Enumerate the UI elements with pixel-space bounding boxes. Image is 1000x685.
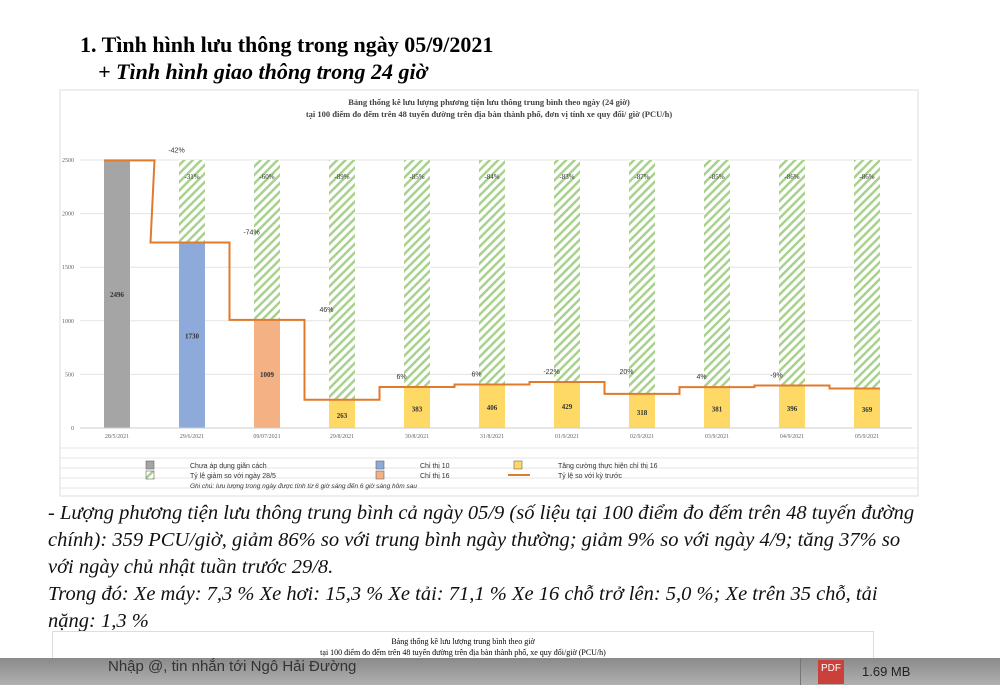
reduction-label: -83% <box>559 173 574 181</box>
y-tick-label: 0 <box>71 426 74 432</box>
legend-label: Chỉ thị 10 <box>420 462 450 470</box>
y-tick-label: 500 <box>65 372 74 378</box>
value-label: 383 <box>412 405 423 413</box>
y-tick-label: 2500 <box>62 158 74 164</box>
reduction-bar <box>179 160 205 243</box>
x-tick-label: 29/8/2021 <box>330 434 354 440</box>
heading: 1. Tình hình lưu thông trong ngày 05/9/2… <box>80 32 494 57</box>
value-bar <box>479 384 505 428</box>
value-label: 396 <box>787 405 798 413</box>
x-tick-label: 05/9/2021 <box>855 434 879 440</box>
reduction-bar <box>854 160 880 389</box>
x-tick-label: 31/8/2021 <box>480 434 504 440</box>
reduction-label: -85% <box>709 173 724 181</box>
value-label: 369 <box>862 406 873 414</box>
value-bar <box>854 388 880 428</box>
paragraph-summary: - Lượng phương tiện lưu thông trung bình… <box>48 502 915 578</box>
legend-swatch <box>145 470 155 480</box>
reduction-label: -86% <box>859 173 874 181</box>
value-label: 2496 <box>110 291 125 299</box>
description: - Lượng phương tiện lưu thông trung bình… <box>48 500 928 635</box>
legend-swatch <box>375 460 385 470</box>
reduction-bar <box>404 160 430 387</box>
change-label: 6% <box>396 374 406 381</box>
reduction-label: -31% <box>184 173 199 181</box>
reduction-bar <box>554 160 580 383</box>
reduction-bar <box>779 160 805 386</box>
message-input[interactable]: Nhập @, tin nhắn tới Ngô Hải Đường <box>108 658 357 675</box>
reduction-bar <box>329 160 355 400</box>
x-tick-label: 03/9/2021 <box>705 434 729 440</box>
change-label: 20% <box>619 369 633 376</box>
value-bar <box>329 399 355 428</box>
reduction-bar <box>254 160 280 320</box>
x-tick-label: 02/9/2021 <box>630 434 654 440</box>
pdf-file-icon[interactable]: PDF <box>818 660 844 684</box>
change-label: 4% <box>696 374 706 381</box>
x-tick-label: 28/5/2021 <box>105 434 129 440</box>
message-bar: Nhập @, tin nhắn tới Ngô Hải Đường PDF 1… <box>0 658 1000 685</box>
chart-note: Ghi chú: lưu lượng trong ngày được tính … <box>190 482 417 490</box>
change-label: 6% <box>471 371 481 378</box>
value-bar <box>554 382 580 428</box>
y-tick-label: 2000 <box>62 212 74 218</box>
change-label: -9% <box>770 373 782 380</box>
reduction-bar <box>479 160 505 385</box>
value-bar <box>629 393 655 428</box>
value-bar <box>254 319 280 428</box>
change-label: 46% <box>319 307 333 314</box>
value-label: 429 <box>562 403 573 411</box>
paragraph-breakdown: Trong đó: Xe máy: 7,3 % Xe hơi: 15,3 % X… <box>48 583 878 632</box>
legend-label: Chưa áp dụng giãn cách <box>190 463 267 470</box>
value-label: 381 <box>712 406 723 414</box>
daily-traffic-chart: Bảng thống kê lưu lượng phương tiện lưu … <box>59 89 919 497</box>
value-label: 318 <box>637 409 648 417</box>
x-tick-label: 09/07/2021 <box>253 434 280 440</box>
chart2-title: Bảng thống kê lưu lượng trung bình theo … <box>391 637 535 646</box>
reduction-bar <box>629 160 655 394</box>
reduction-label: -89% <box>334 173 349 181</box>
change-label: -74% <box>243 230 259 237</box>
value-label: 1730 <box>185 332 200 340</box>
reduction-label: -87% <box>634 173 649 181</box>
value-bar <box>104 160 130 428</box>
legend-label: Tỷ lệ giảm so với ngày 28/5 <box>190 473 276 480</box>
chart-subtitle: tại 100 điểm đo đếm trên 48 tuyến đường … <box>306 109 673 119</box>
y-tick-label: 1500 <box>62 265 74 271</box>
value-bar <box>404 386 430 428</box>
legend-swatch <box>513 460 523 470</box>
legend-swatch <box>375 470 385 480</box>
value-bar <box>779 385 805 428</box>
reduction-label: -85% <box>409 173 424 181</box>
x-tick-label: 04/9/2021 <box>780 434 804 440</box>
value-label: 1009 <box>260 371 275 379</box>
change-label: -42% <box>168 147 184 154</box>
chart-title: Bảng thống kê lưu lượng phương tiện lưu … <box>348 97 630 107</box>
divider <box>800 658 801 685</box>
x-tick-label: 30/8/2021 <box>405 434 429 440</box>
change-step-line <box>104 159 880 401</box>
file-size: 1.69 MB <box>862 664 911 679</box>
x-tick-label: 01/9/2021 <box>555 434 579 440</box>
y-tick-label: 1000 <box>62 319 74 325</box>
value-label: 406 <box>487 404 498 412</box>
value-bar <box>704 387 730 428</box>
value-bar <box>179 242 205 428</box>
legend-label: Tỷ lệ so với kỳ trước <box>558 473 623 480</box>
reduction-label: -86% <box>784 173 799 181</box>
reduction-label: -60% <box>259 173 274 181</box>
reduction-label: -84% <box>484 173 499 181</box>
value-label: 263 <box>337 412 348 420</box>
subheading: + Tình hình giao thông trong 24 giờ <box>98 59 428 84</box>
legend-swatch <box>145 460 155 470</box>
change-label: -22% <box>543 369 559 376</box>
x-tick-label: 29/6/2021 <box>180 434 204 440</box>
legend-label: Chỉ thị 16 <box>420 472 450 480</box>
legend-label: Tăng cường thực hiện chỉ thị 16 <box>558 462 658 470</box>
reduction-bar <box>704 160 730 388</box>
chart2-subtitle: tại 100 điểm đo đếm trên 48 tuyến đường … <box>320 648 606 657</box>
